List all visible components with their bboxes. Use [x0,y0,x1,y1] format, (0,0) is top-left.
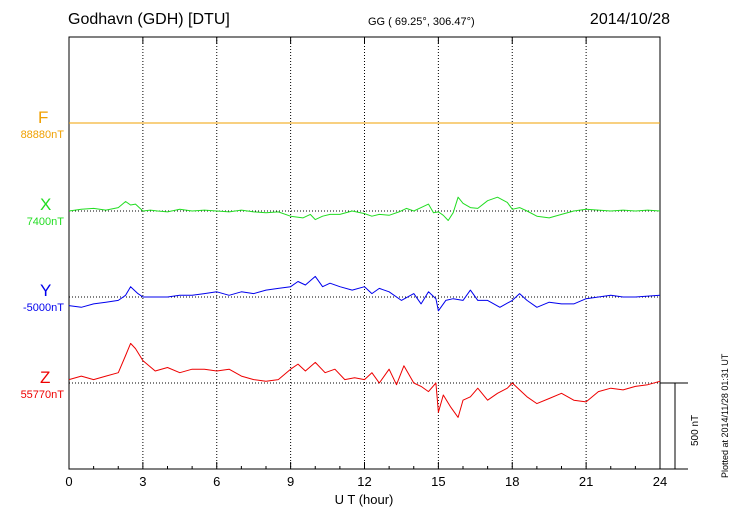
chart-title: Godhavn (GDH) [DTU] [68,11,230,28]
x-axis-ticks: 0 3 6 9 12 15 18 21 24 [65,37,667,489]
trace-x [68,196,661,221]
station-coordinates: GG ( 69.25°, 306.47°) [368,16,475,28]
component-name-y: Y [40,281,52,300]
component-name-f: F [38,108,49,127]
tick-label-6: 6 [213,474,220,489]
tick-label-0: 0 [65,474,72,489]
tick-label-18: 18 [505,474,519,489]
chart-date: 2014/10/28 [589,11,670,28]
tick-label-9: 9 [287,474,294,489]
plotted-note: Plotted at 2014/11/28 01:31 UT [720,353,730,478]
tick-label-24: 24 [653,474,667,489]
baseline-value-x: 7400nT [26,216,64,228]
baseline-value-f: 88880nT [20,129,64,141]
tick-label-12: 12 [357,474,371,489]
tick-label-15: 15 [431,474,445,489]
scale-bar [660,382,688,470]
component-name-z: Z [40,368,51,387]
traces [68,122,661,418]
x-axis-label: U T (hour) [335,492,394,507]
scale-bar-label: 500 nT [690,414,701,446]
grid [142,37,587,469]
baseline-value-z: 55770nT [20,389,64,401]
trace-z [68,342,661,418]
trace-y [68,275,661,312]
tick-label-21: 21 [579,474,593,489]
tick-label-3: 3 [139,474,146,489]
baseline-value-y: -5000nT [23,302,64,314]
component-name-x: X [40,195,52,214]
